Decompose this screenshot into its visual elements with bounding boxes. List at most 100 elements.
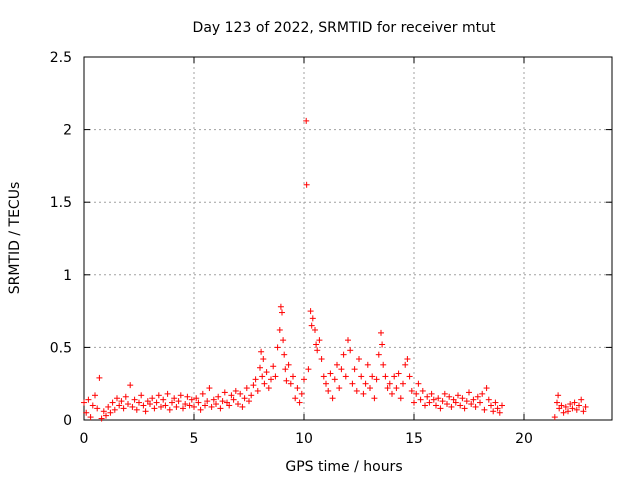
x-axis-label: GPS time / hours [285,459,402,475]
data-point [496,409,503,416]
data-point [308,322,315,329]
data-point [202,402,208,409]
data-point [206,385,213,392]
data-point [314,347,321,354]
data-point [204,398,211,405]
data-point [131,396,138,403]
data-point [441,390,448,397]
data-point [100,408,107,415]
data-point [373,376,380,383]
data-point [485,396,492,403]
data-point [573,406,580,413]
data-point [142,408,149,415]
data-point [191,403,197,410]
data-point [446,393,453,400]
data-point [567,401,574,408]
data-point [439,398,446,405]
data-point [182,401,189,408]
data-point [260,356,267,363]
data-point [83,409,90,416]
data-point [349,380,356,387]
data-point [358,373,365,380]
data-point [558,402,565,409]
data-point [459,395,466,402]
data-point [268,376,274,383]
data-point [378,329,384,336]
data-point [239,403,246,410]
y-axis-tick-labels: 0 0.5 1 1.5 2 2.5 [50,50,72,429]
data-point [272,373,279,380]
data-point [96,374,103,381]
data-point [160,396,167,403]
data-point [384,385,391,392]
data-point [301,376,307,383]
data-point [402,361,409,368]
data-point [232,387,239,394]
data-point [571,399,578,406]
data-point [274,344,281,351]
data-point [188,396,195,403]
data-point [400,380,406,387]
data-point [331,376,338,383]
data-point [481,406,488,413]
data-point [107,409,114,416]
data-point [490,408,497,415]
data-point [230,396,237,403]
data-point [109,399,116,406]
data-point [270,363,277,370]
data-point [360,390,367,397]
data-point [298,390,305,397]
data-point [327,370,334,377]
y-tick-label: 2 [63,123,72,139]
data-point [430,396,437,403]
data-point [254,387,261,394]
data-point [213,401,219,408]
data-point [397,395,404,402]
y-tick-label: 2.5 [50,50,72,66]
data-point [461,405,468,412]
data-point [576,402,582,409]
data-point [287,380,294,387]
data-point [413,390,420,397]
data-point [120,405,127,412]
data-point [395,370,402,377]
data-point [580,408,587,415]
data-point [303,117,310,124]
data-point [147,401,153,408]
x-axis-tick-labels: 0 5 10 15 20 [80,431,533,447]
data-point [180,405,186,412]
data-point [472,403,479,410]
data-point [320,373,327,380]
data-point [404,356,411,363]
data-point [186,402,193,409]
data-point [237,390,244,397]
data-point [305,366,312,373]
data-point [208,403,215,410]
data-point [329,395,336,402]
data-point [499,402,505,409]
data-point [155,392,162,399]
data-point [114,395,120,402]
data-point [283,377,290,384]
data-point [448,403,455,410]
axis-ticks [83,56,612,421]
data-point [175,398,182,405]
y-tick-label: 0 [63,413,72,429]
data-point [336,385,343,392]
data-point [195,399,202,406]
data-point [184,393,191,400]
data-point [127,382,134,389]
data-point [444,401,450,408]
data-point [281,351,288,358]
data-point [138,392,145,399]
data-point [248,392,255,399]
data-point [87,414,94,421]
data-point [276,326,283,333]
data-point [435,395,442,402]
data-point [210,396,217,403]
data-point [492,399,499,406]
data-point [386,380,393,387]
data-point [353,387,360,394]
data-point [258,348,265,355]
data-point [452,399,459,406]
